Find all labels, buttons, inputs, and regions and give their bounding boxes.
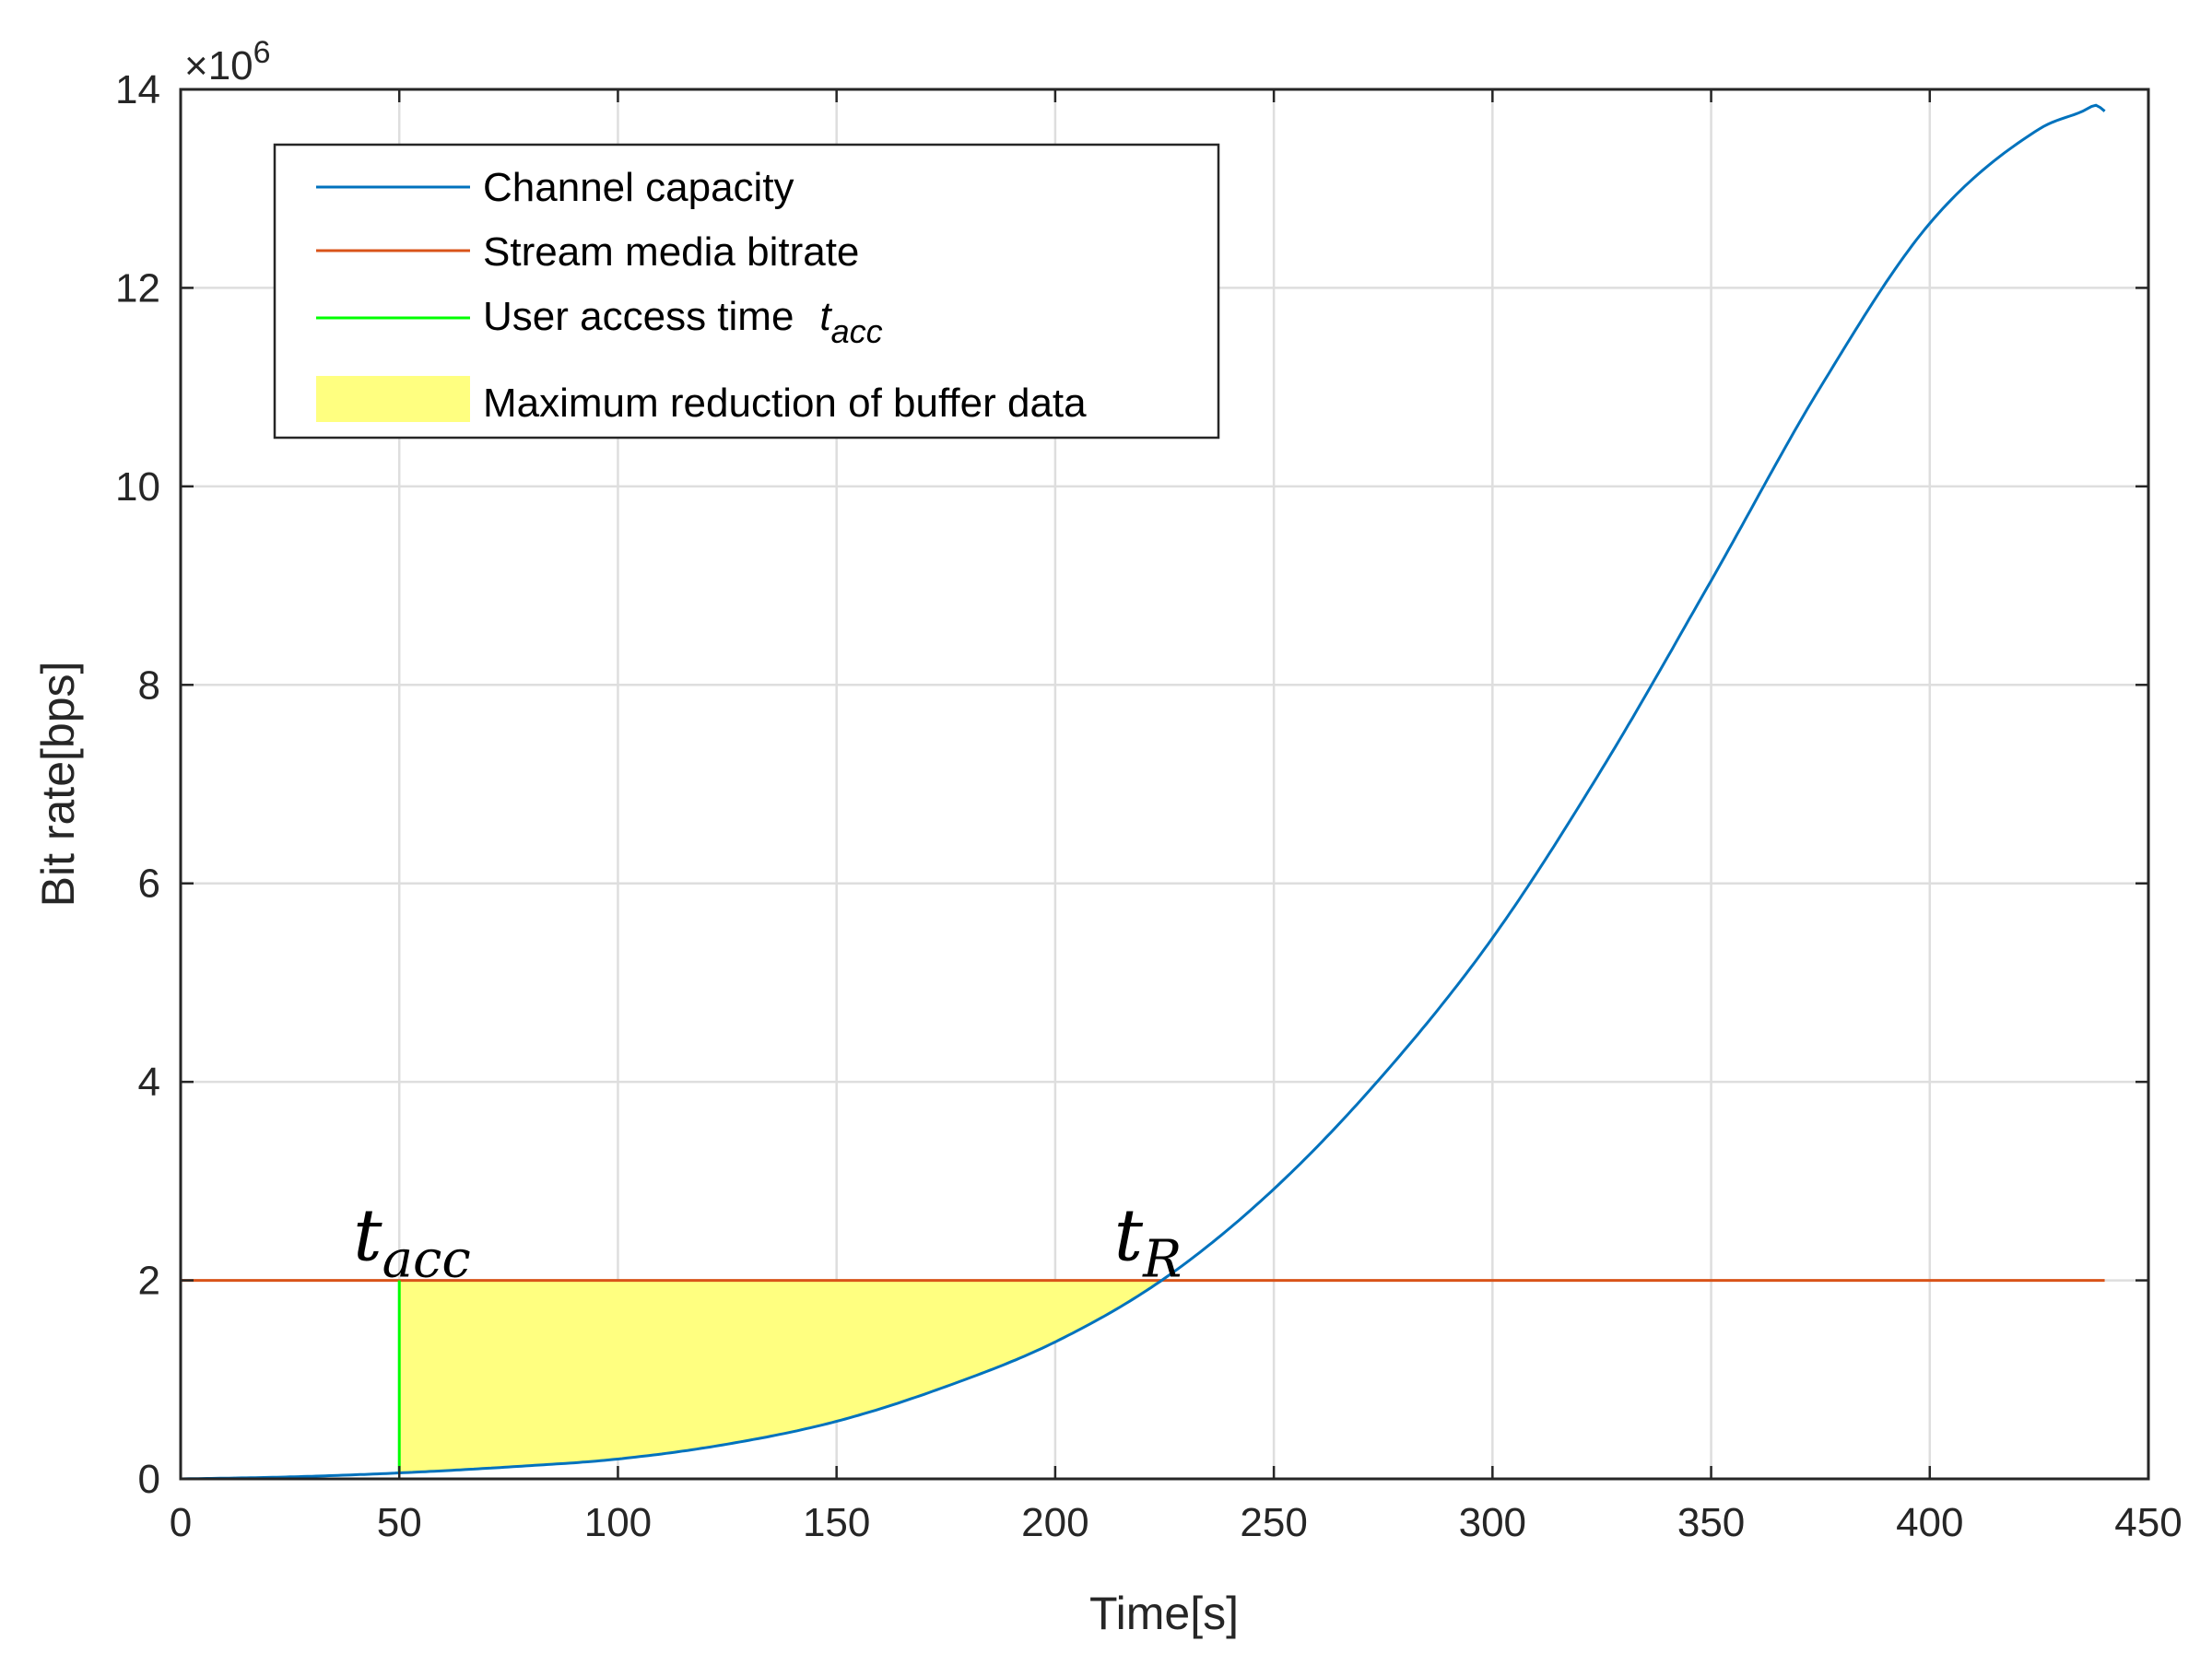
y-tick-label: 0 [138,1457,160,1502]
legend-swatch-buffer-reduction [316,376,470,422]
x-tick-label: 200 [1021,1500,1088,1545]
y-tick-label: 8 [138,662,160,708]
buffer-reduction-area [399,1280,1160,1473]
y-tick-label: 14 [115,67,160,112]
legend: Channel capacity Stream media bitrate Us… [273,143,1220,440]
legend-label-channel-capacity: Channel capacity [483,165,794,210]
y-tick-label: 12 [115,265,160,311]
y-tick-label: 4 [138,1060,160,1105]
y-tick-label: 10 [115,464,160,510]
legend-label-stream-media-bitrate: Stream media bitrate [483,229,859,275]
annotation-acc: tacc [353,1194,470,1289]
x-tick-label: 300 [1459,1500,1526,1545]
legend-user-access-text: User access time [483,294,794,339]
series-layer [180,103,2106,1481]
x-tick-label: 450 [2114,1500,2182,1545]
y-tick-label: 6 [138,862,160,907]
x-axis-label: Time[s] [1089,1588,1239,1639]
legend-label-buffer-reduction: Maximum reduction of buffer data [483,381,1087,426]
series-channel-capacity [180,103,2106,1481]
legend-acc-subscript: acc [831,312,883,350]
y-exponent: ×106 [184,35,271,88]
y-tick-label: 2 [138,1259,160,1304]
y-axis-label: Bit rate[bps] [32,662,84,908]
legend-t-symbol: t [819,294,832,339]
legend-label-user-access-time: User access time tacc [483,294,883,350]
x-tick-label: 50 [377,1500,422,1545]
plot-frame [179,88,2150,1481]
ticks: 0 50 100 150 200 250 300 350 400 450 0 2 4 6 8 10 12 14 [115,67,2183,1545]
x-tick-label: 100 [584,1500,652,1545]
x-tick-label: 250 [1240,1500,1307,1545]
annotation-r: tR [1114,1194,1182,1289]
annotations: tacc tR [353,1194,1182,1289]
x-tick-label: 400 [1896,1500,1963,1545]
x-tick-label: 350 [1677,1500,1745,1545]
x-tick-label: 150 [803,1500,870,1545]
x-tick-label: 0 [170,1500,192,1545]
